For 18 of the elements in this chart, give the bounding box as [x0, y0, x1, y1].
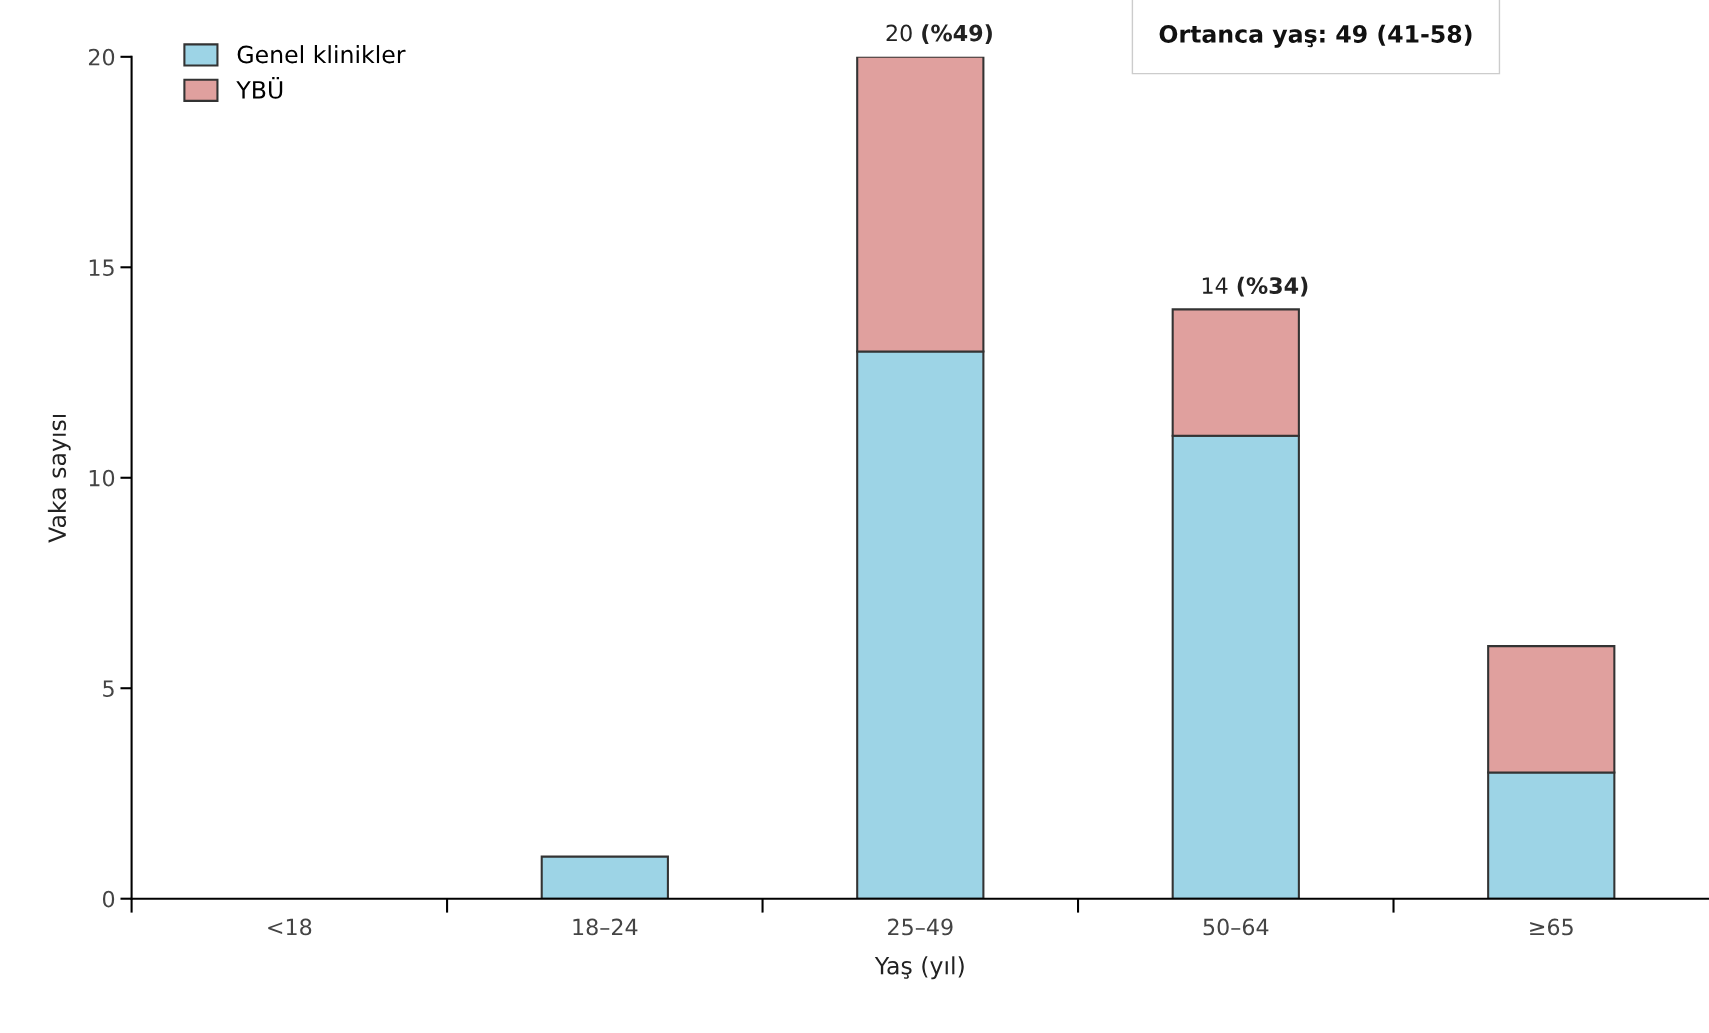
y-tick-label: 0: [102, 890, 115, 908]
y-tick-label: 15: [89, 259, 114, 277]
x-tick-label: 18–24: [573, 918, 638, 936]
x-tick-label: 50–64: [1203, 918, 1269, 936]
legend-label: Genel klinikler: [237, 45, 406, 64]
x-axis-title: Yaş (yıl): [874, 956, 964, 980]
total-label: 14 (%34): [1202, 276, 1308, 297]
x-tick-label: ≥65: [1530, 918, 1573, 936]
total-label: 20 (%49): [886, 24, 992, 45]
y-tick-label: 20: [88, 48, 115, 66]
y-tick-label: 5: [103, 680, 114, 697]
x-tick-label: 25–49: [888, 918, 953, 936]
y-tick-label: 10: [89, 469, 115, 487]
legend-label: YBÜ: [236, 76, 283, 99]
x-tick-label: <18: [268, 918, 312, 936]
text: Ortanca yaş: 49 (41-58): [1159, 24, 1472, 48]
y-axis-title: Vaka sayısı: [47, 414, 71, 543]
bar: [540, 855, 669, 899]
